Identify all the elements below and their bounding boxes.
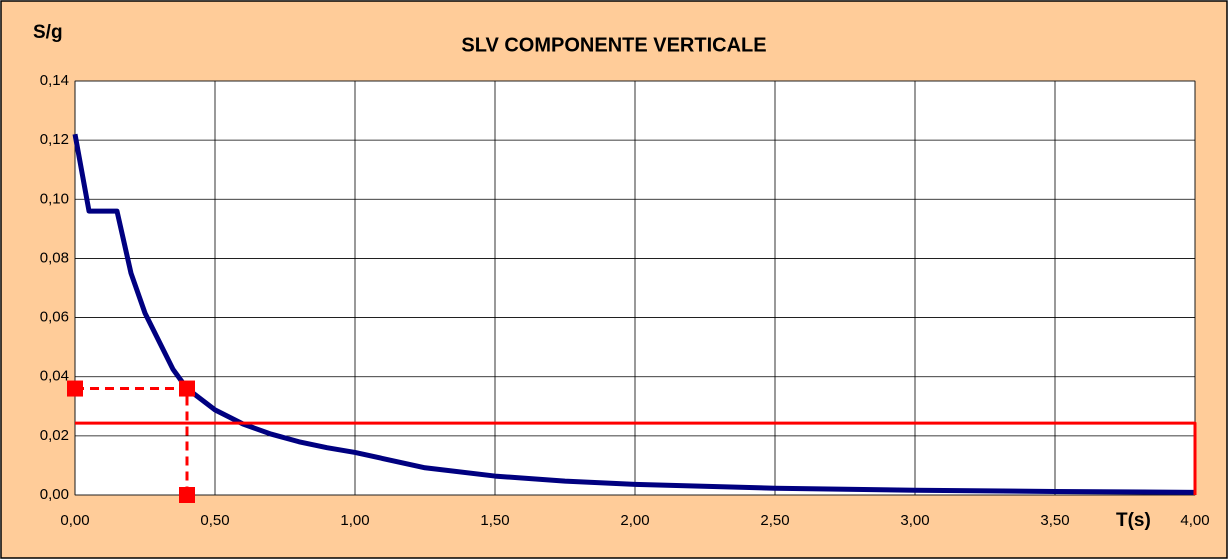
y-tick-label: 0,02 (40, 427, 69, 444)
x-tick-label: 0,50 (200, 512, 229, 529)
x-tick-label: 3,50 (1040, 512, 1069, 529)
y-tick-label: 0,06 (40, 309, 69, 326)
y-tick-label: 0,12 (40, 131, 69, 148)
x-tick-label: 0,00 (60, 512, 89, 529)
y-tick-label: 0,00 (40, 486, 69, 503)
x-tick-label: 2,00 (620, 512, 649, 529)
x-tick-label: 1,00 (340, 512, 369, 529)
chart-title: SLV COMPONENTE VERTICALE (461, 34, 766, 56)
x-tick-label: 3,00 (900, 512, 929, 529)
y-tick-label: 0,04 (40, 368, 69, 385)
y-tick-label: 0,08 (40, 249, 69, 266)
series-marker (179, 487, 195, 503)
series-marker (67, 380, 83, 397)
x-tick-label: 2,50 (760, 512, 789, 529)
x-tick-label: 4,00 (1180, 512, 1209, 529)
series-line (72, 133, 1196, 495)
x-axis-label: T(s) (1116, 510, 1151, 531)
series-line (75, 421, 1197, 495)
y-tick-label: 0,14 (40, 72, 69, 89)
x-tick-label: 1,50 (480, 512, 509, 529)
y-axis-label: S/g (33, 22, 63, 43)
y-tick-label: 0,10 (40, 190, 69, 207)
series-marker (179, 380, 195, 397)
